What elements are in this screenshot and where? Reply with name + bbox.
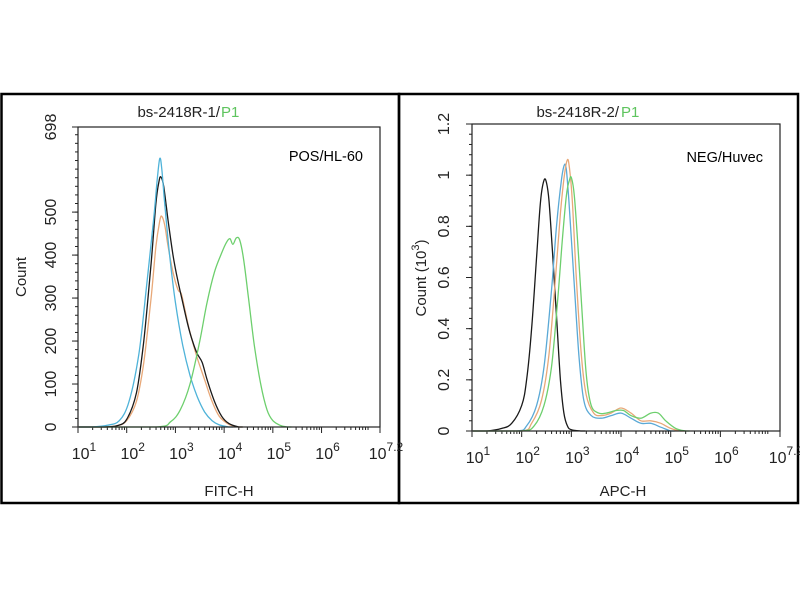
- left-x-tick-label: 107.2: [369, 440, 404, 463]
- tick-label-exponent: 7.2: [387, 440, 404, 454]
- left-y-tick-label: 400: [43, 242, 60, 269]
- right-x-tick-label: 105: [664, 444, 689, 467]
- right-y-axis-label: Count (103): [410, 240, 430, 317]
- left-y-tick-label: 698: [43, 114, 60, 141]
- right-plot-area: [471, 123, 781, 432]
- right-x-tick-label: 107.2: [769, 444, 800, 467]
- right-panel-title: bs-2418R-2/: [536, 104, 619, 121]
- tick-label-base: 10: [72, 446, 90, 463]
- right-y-tick-label: 1.2: [436, 113, 453, 135]
- tick-label-base: 10: [267, 446, 285, 463]
- right-y-tick-label: 1: [436, 171, 453, 180]
- tick-label-exponent: 1: [484, 444, 491, 458]
- tick-label-exponent: 2: [138, 440, 145, 454]
- right-y-tick-label: 0: [436, 426, 453, 435]
- left-x-tick-label: 101: [72, 440, 97, 463]
- left-y-tick-label: 300: [43, 285, 60, 312]
- tick-label-base: 10: [565, 450, 583, 467]
- tick-label-base: 10: [315, 446, 333, 463]
- left-x-axis-label: FITC-H: [204, 483, 253, 500]
- tick-label-exponent: 5: [284, 440, 291, 454]
- left-histogram-panel: bs-2418R-1/ P1 POS/HL-60 FITC-H Count 10…: [13, 104, 404, 500]
- right-panel-frame: [397, 92, 800, 505]
- tick-label-base: 10: [515, 450, 533, 467]
- tick-label-exponent: 2: [533, 444, 540, 458]
- tick-label-base: 10: [615, 450, 633, 467]
- tick-label-exponent: 1: [90, 440, 97, 454]
- right-y-tick-label: 0.8: [436, 215, 453, 237]
- right-x-tick-label: 104: [615, 444, 640, 467]
- right-y-tick-label: 0.4: [436, 317, 453, 339]
- tick-label-base: 10: [369, 446, 387, 463]
- left-x-tick-label: 102: [120, 440, 145, 463]
- tick-label-base: 10: [664, 450, 682, 467]
- right-histogram-curve-green: [473, 175, 690, 432]
- left-y-tick-label: 200: [43, 328, 60, 355]
- right-histogram-panel: bs-2418R-2/ P1 NEG/Huvec APC-H Count (10…: [410, 104, 800, 500]
- left-x-tick-label: 105: [267, 440, 292, 463]
- right-y-axis-label-close: ): [413, 240, 430, 245]
- left-x-tick-label: 103: [169, 440, 194, 463]
- right-histogram-curve-blue: [473, 163, 675, 432]
- left-histogram-curve-black: [79, 176, 243, 428]
- right-y-axis-label-exponent: 3: [410, 245, 422, 251]
- right-histogram-curve-black: [473, 178, 586, 432]
- left-plot-area: [77, 126, 381, 428]
- right-x-tick-label: 103: [565, 444, 590, 467]
- right-panel-annotation: NEG/Huvec: [686, 150, 763, 166]
- right-x-tick-label: 106: [714, 444, 739, 467]
- tick-label-base: 10: [218, 446, 236, 463]
- left-histogram-curve-orange: [79, 215, 243, 428]
- right-y-axis-label-text: Count (10: [413, 251, 430, 317]
- left-x-tick-label: 104: [218, 440, 243, 463]
- right-x-tick-label: 102: [515, 444, 540, 467]
- left-histogram-curve-blue: [79, 157, 233, 428]
- left-panel-annotation: POS/HL-60: [289, 149, 363, 165]
- left-y-tick-label: 0: [43, 422, 60, 431]
- right-x-axis-label: APC-H: [600, 483, 647, 500]
- left-panel-title: bs-2418R-1/: [137, 104, 220, 121]
- right-panel-gate-label: P1: [621, 104, 639, 121]
- left-panel-gate-label: P1: [221, 104, 239, 121]
- tick-label-exponent: 4: [236, 440, 243, 454]
- left-y-axis-label: Count: [13, 256, 30, 297]
- tick-label-exponent: 3: [187, 440, 194, 454]
- tick-label-exponent: 5: [682, 444, 689, 458]
- tick-label-exponent: 6: [333, 440, 340, 454]
- tick-label-base: 10: [120, 446, 138, 463]
- left-y-tick-label: 500: [43, 199, 60, 226]
- left-histogram-curve-green: [79, 236, 292, 428]
- tick-label-exponent: 6: [732, 444, 739, 458]
- tick-label-base: 10: [714, 450, 732, 467]
- tick-label-base: 10: [769, 450, 787, 467]
- left-x-tick-label: 106: [315, 440, 340, 463]
- right-histogram-curve-orange: [473, 158, 685, 432]
- right-y-tick-label: 0.2: [436, 369, 453, 391]
- right-y-tick-label: 0.6: [436, 266, 453, 288]
- tick-label-exponent: 4: [633, 444, 640, 458]
- right-x-tick-label: 101: [466, 444, 491, 467]
- tick-label-base: 10: [466, 450, 484, 467]
- tick-label-exponent: 7.2: [787, 444, 800, 458]
- tick-label-base: 10: [169, 446, 187, 463]
- tick-label-exponent: 3: [583, 444, 590, 458]
- left-y-tick-label: 100: [43, 371, 60, 398]
